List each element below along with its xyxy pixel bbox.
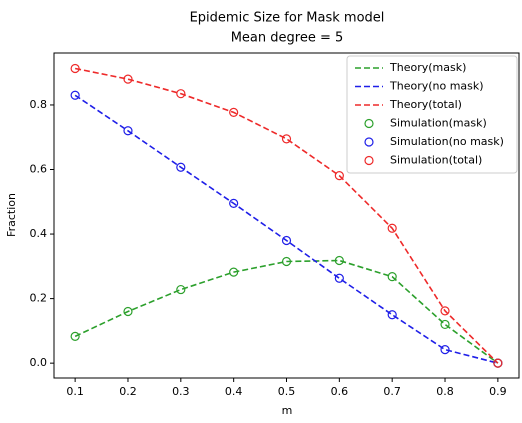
y-tick-label: 0.2 [30,292,48,305]
simulation-point [281,235,292,246]
legend-label: Theory(total) [389,98,462,111]
x-tick-label: 0.8 [436,385,454,398]
chart-subtitle: Mean degree = 5 [231,31,344,46]
x-tick-label: 0.3 [172,385,190,398]
y-tick-label: 0.0 [30,356,48,369]
simulation-point [387,223,397,233]
x-tick-label: 0.7 [383,385,401,398]
x-axis-label: m [282,404,293,417]
y-axis-label: Fraction [5,193,18,237]
legend-label: Theory(no mask) [389,80,484,93]
chart-title: Epidemic Size for Mask model [190,11,385,26]
theory-line [74,94,499,364]
y-tick-label: 0.6 [30,163,48,176]
simulation-point [334,171,344,181]
simulation-point [281,134,292,144]
simulation-point [440,344,450,355]
theory-line [74,67,499,364]
x-tick-label: 0.1 [66,385,84,398]
simulation-point [440,306,450,316]
simulation-point [123,306,133,317]
x-tick-label: 0.6 [331,385,349,398]
simulation-point [334,255,344,266]
simulation-point [229,198,239,208]
x-tick-label: 0.2 [119,385,137,398]
legend-swatch [364,137,374,147]
legend-label: Simulation(total) [390,154,482,167]
x-tick-label: 0.4 [225,385,243,398]
simulation-point [176,162,186,172]
legend-label: Theory(mask) [389,61,466,74]
simulation-point [387,310,397,320]
simulation-point [123,74,133,84]
simulation-point [281,256,292,267]
simulation-point [70,63,80,74]
x-tick-label: 0.9 [489,385,507,398]
simulation-point [123,126,133,136]
x-tick-label: 0.5 [278,385,296,398]
simulation-point [440,319,450,330]
y-tick-label: 0.4 [30,227,48,240]
legend-label: Simulation(no mask) [390,135,504,148]
legend-swatch [364,155,374,166]
y-tick-label: 0.8 [30,98,48,111]
simulation-point [229,267,239,277]
simulation-point [387,272,397,282]
legend-box [346,55,518,174]
simulation-point [229,107,239,117]
simulation-point [493,358,503,368]
legend-label: Simulation(mask) [390,117,487,130]
simulation-point [70,331,80,341]
simulation-point [176,284,186,295]
simulation-point [176,89,186,99]
simulation-point [334,273,344,283]
theory-line [74,259,499,364]
plot-frame [53,52,520,379]
legend-swatch [364,118,374,129]
simulation-point [70,90,80,100]
